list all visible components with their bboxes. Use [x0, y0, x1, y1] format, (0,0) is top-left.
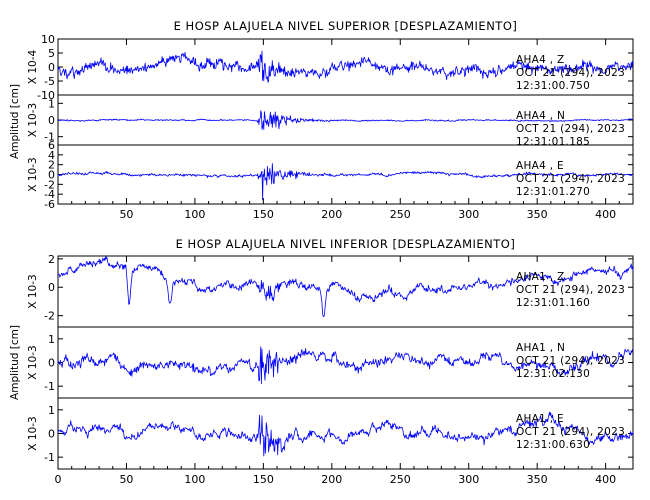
y-tick-label: 0 [48, 169, 55, 182]
waveform-z [57, 50, 634, 83]
y-tick-label: 2 [48, 159, 55, 172]
y-tick-label: 4 [48, 149, 55, 162]
y-tick-label: -2 [44, 178, 55, 191]
y-scale-label: X 10-4 [27, 50, 39, 85]
time-label: 12:31:00.750 [516, 80, 590, 92]
x-tick-label: 100 [184, 473, 205, 486]
time-label: 12:31:01.185 [516, 136, 590, 148]
station-label: AHA4 , N [516, 110, 565, 122]
chart-title: E HOSP ALAJUELA NIVEL INFERIOR [DESPLAZA… [176, 237, 516, 251]
x-tick-label: 400 [595, 208, 616, 221]
y-axis-label: Amplitud [cm] [9, 325, 21, 400]
x-tick-label: 200 [321, 208, 342, 221]
y-tick-label: -1 [44, 451, 55, 464]
y-scale-label: X 10-3 [27, 157, 39, 191]
date-label: OCT 21 (294), 2023 [516, 123, 625, 135]
date-label: OCT 21 (294), 2023 [516, 426, 625, 438]
waveform-n [57, 110, 634, 131]
y-tick-label: -2 [44, 310, 55, 323]
y-scale-label: X 10-3 [27, 103, 39, 137]
date-label: OCT 21 (294), 2023 [516, 284, 625, 296]
waveform-n [57, 346, 634, 385]
y-tick-label: 0 [48, 61, 55, 74]
waveform-e [57, 162, 634, 201]
y-tick-label: -1 [44, 131, 55, 144]
x-tick-label: 350 [527, 208, 548, 221]
x-tick-label: 150 [253, 473, 274, 486]
y-axis-label: Amplitud [cm] [9, 84, 21, 159]
date-label: OCT 21 (294), 2023 [516, 173, 625, 185]
y-tick-label: 0 [48, 428, 55, 441]
y-tick-label: 1 [48, 97, 55, 110]
station-label: AHA4 , Z [516, 54, 565, 66]
time-label: 12:31:01.270 [516, 186, 590, 198]
x-tick-label: 300 [458, 473, 479, 486]
y-tick-label: -4 [44, 188, 55, 201]
y-tick-label: -5 [44, 75, 55, 88]
x-tick-label: 250 [390, 473, 411, 486]
time-label: 12:31:02.130 [516, 368, 590, 380]
x-tick-label: 350 [527, 473, 548, 486]
x-tick-label: 300 [458, 208, 479, 221]
x-tick-label: 400 [595, 473, 616, 486]
time-label: 12:31:00.630 [516, 439, 590, 451]
y-tick-label: 1 [48, 404, 55, 417]
y-tick-label: 1 [48, 333, 55, 346]
y-tick-label: -10 [37, 89, 55, 102]
chart-title: E HOSP ALAJUELA NIVEL SUPERIOR [DESPLAZA… [174, 19, 518, 33]
y-tick-label: 0 [48, 114, 55, 127]
y-tick-label: -6 [44, 198, 55, 211]
y-scale-label: X 10-3 [27, 345, 39, 379]
date-label: OCT 21 (294), 2023 [516, 67, 625, 79]
x-tick-label: 100 [184, 208, 205, 221]
station-label: AHA1 , Z [516, 271, 565, 283]
y-tick-label: -1 [44, 380, 55, 393]
x-tick-label: 0 [55, 473, 62, 486]
y-tick-label: 0 [48, 357, 55, 370]
y-scale-label: X 10-3 [27, 416, 39, 450]
x-tick-label: 50 [119, 473, 133, 486]
station-label: AHA1 , N [516, 342, 565, 354]
time-label: 12:31:01.160 [516, 297, 590, 309]
x-tick-label: 150 [253, 208, 274, 221]
y-scale-label: X 10-3 [27, 274, 39, 308]
waveform-z [57, 255, 634, 318]
y-tick-label: 2 [48, 253, 55, 266]
date-label: OCT 21 (294), 2023 [516, 355, 625, 367]
y-tick-label: 0 [48, 281, 55, 294]
x-tick-label: 200 [321, 473, 342, 486]
x-tick-label: 50 [119, 208, 133, 221]
y-tick-label: 5 [48, 47, 55, 60]
waveform-e [57, 411, 634, 457]
y-tick-label: 10 [41, 33, 55, 46]
station-label: AHA4 , E [516, 160, 564, 172]
y-tick-label: 6 [48, 139, 55, 152]
station-label: AHA1 , E [516, 413, 564, 425]
x-tick-label: 250 [390, 208, 411, 221]
